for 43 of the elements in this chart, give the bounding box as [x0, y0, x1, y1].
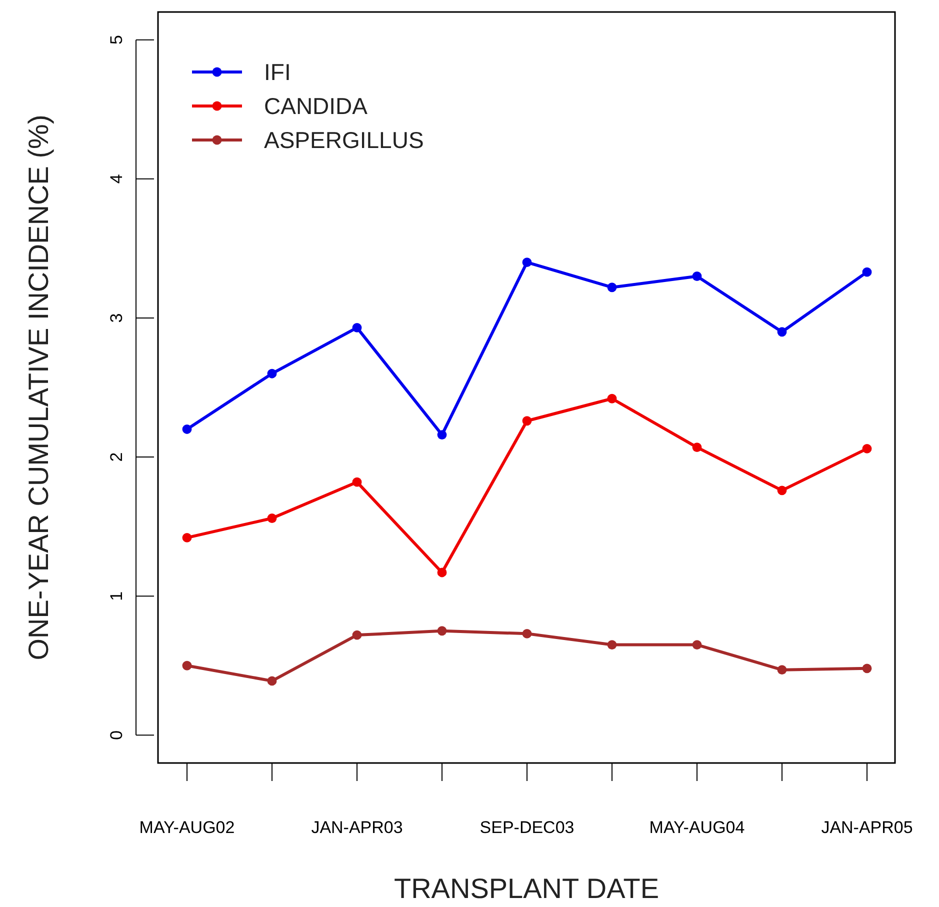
- y-tick-label: 4: [107, 174, 126, 184]
- point: [267, 368, 277, 378]
- y-tick-label: 0: [107, 730, 126, 740]
- point: [352, 322, 362, 332]
- point: [692, 442, 702, 452]
- point: [437, 568, 447, 578]
- point: [862, 444, 872, 454]
- point: [607, 282, 617, 292]
- x-tick-label: MAY-AUG02: [139, 818, 235, 838]
- y-axis-title: ONE-YEAR CUMULATIVE INCIDENCE (%): [23, 114, 54, 660]
- point: [267, 514, 277, 523]
- x-tick-label: SEP-DEC03: [480, 818, 574, 838]
- y-tick-label: 5: [107, 35, 126, 45]
- x-axis-title: TRANSPLANT DATE: [394, 873, 660, 904]
- point: [182, 424, 192, 434]
- point: [862, 664, 872, 674]
- legend-label: CANDIDA: [264, 93, 368, 120]
- point: [777, 327, 787, 337]
- point: [267, 676, 277, 686]
- point: [777, 486, 787, 496]
- point: [522, 416, 532, 426]
- legend-label: IFI: [264, 59, 291, 86]
- x-tick-label: JAN-APR03: [311, 818, 403, 838]
- legend-label: ASPERGILLUS: [264, 127, 424, 154]
- point: [862, 267, 872, 277]
- x-tick-label: JAN-APR05: [821, 818, 913, 838]
- y-tick-label: 2: [107, 452, 126, 462]
- point: [182, 660, 192, 670]
- point: [522, 628, 532, 638]
- point: [777, 665, 787, 675]
- point: [607, 640, 617, 650]
- point: [182, 532, 192, 542]
- y-tick-label: 1: [107, 591, 126, 601]
- point: [437, 626, 447, 636]
- y-tick-label: 3: [107, 313, 126, 323]
- point: [692, 640, 702, 650]
- x-tick-label: MAY-AUG04: [649, 818, 745, 838]
- point: [522, 258, 532, 268]
- point: [692, 272, 702, 281]
- point: [352, 630, 362, 640]
- point: [437, 430, 447, 440]
- point: [607, 394, 617, 404]
- point: [352, 477, 362, 487]
